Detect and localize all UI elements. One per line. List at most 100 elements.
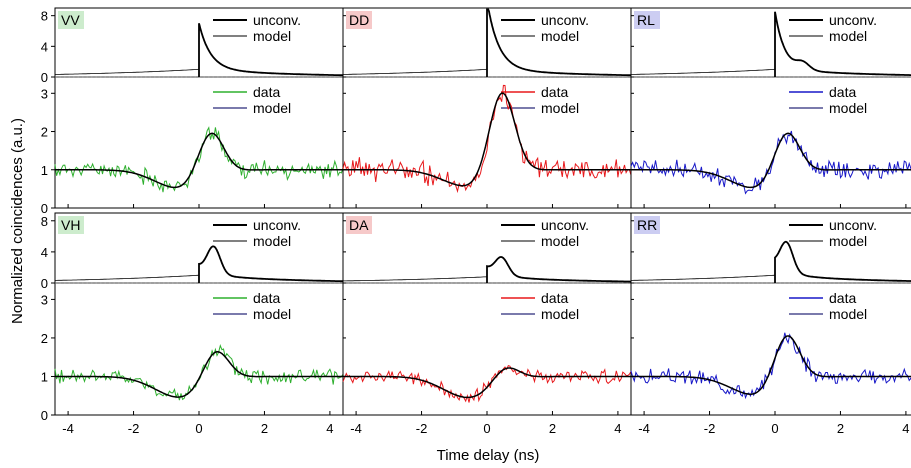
panel-label: DD [349,12,369,28]
x-tick-label: -4 [350,421,362,436]
x-tick-label: 4 [326,421,333,436]
y-tick-label: 1 [41,369,48,384]
unconv-baseline [631,68,776,75]
panel-badge [58,11,84,29]
data-curve [342,364,632,403]
panel-label: RR [637,217,657,233]
legend-unconv-label: unconv. [829,12,877,28]
legend-model-label: model [541,233,579,249]
legend-data-label: data [829,84,856,100]
legend-model-label: model [253,100,291,116]
x-tick-label: -4 [62,421,74,436]
panel-badge [346,216,372,234]
panel-label: RL [637,12,655,28]
panel-badge [58,216,84,234]
unconv-curve [198,245,343,283]
y-tick-label: 2 [41,125,48,140]
legend-model-label: model [829,100,867,116]
panel-badge [634,216,660,234]
y-tick-label: 3 [41,292,48,307]
y-tick-label: 8 [41,9,48,24]
legend-data-label: data [541,84,568,100]
x-tick-label: 2 [261,421,268,436]
y-tick-label: 2 [41,331,48,346]
legend-data-label: data [253,84,280,100]
x-tick-label: 4 [614,421,621,436]
y-tick-label: 0 [41,201,48,216]
unconv-curve [774,240,911,283]
legend-model-label: model [541,28,579,44]
legend-model-label: model [829,28,867,44]
x-tick-label: 2 [837,421,844,436]
panel-badge [346,11,372,29]
legend-model-label: model [829,306,867,322]
legend-model-label: model [541,306,579,322]
model-curve [343,367,631,399]
unconv-curve [774,11,911,77]
unconv-baseline [55,274,200,281]
legend-unconv-label: unconv. [253,12,301,28]
legend-unconv-label: unconv. [541,217,589,233]
panel-badge [634,11,660,29]
unconv-baseline [343,276,488,282]
y-axis-label: Normalized coincidences (a.u.) [9,118,26,324]
y-tick-label: 4 [41,245,48,260]
legend-model-label: model [253,306,291,322]
legend-model-label: model [829,233,867,249]
y-tick-label: 3 [41,86,48,101]
model-curve [55,351,343,398]
y-tick-label: 0 [41,276,48,291]
panel-frame [630,7,911,209]
unconv-curve [198,23,343,77]
x-tick-label: -4 [638,421,650,436]
unconv-baseline [55,68,200,75]
legend-unconv-label: unconv. [829,217,877,233]
x-axis-label: Time delay (ns) [437,447,540,464]
x-tick-label: 2 [549,421,556,436]
y-tick-label: 1 [41,163,48,178]
x-tick-label: -2 [128,421,140,436]
legend-model-label: model [253,28,291,44]
x-tick-label: 0 [771,421,778,436]
x-tick-label: -2 [704,421,716,436]
legend-unconv-label: unconv. [541,12,589,28]
x-tick-label: 0 [483,421,490,436]
x-tick-label: -2 [416,421,428,436]
panel-label: DA [349,217,369,233]
model-curve [631,132,911,189]
data-curve [342,84,632,194]
data-curve [54,343,344,401]
unconv-curve [486,8,631,77]
model-curve [343,92,631,187]
panel-frame [342,212,632,416]
panel-label: VV [61,12,80,28]
legend-unconv-label: unconv. [253,217,301,233]
unconv-baseline [631,274,776,281]
model-curve [55,132,343,189]
y-tick-label: 0 [41,70,48,85]
y-tick-label: 0 [41,408,48,423]
unconv-baseline [343,68,488,75]
model-curve [631,335,911,395]
data-curve [630,332,911,400]
x-tick-label: 4 [902,421,909,436]
legend-data-label: data [829,290,856,306]
x-tick-label: 0 [195,421,202,436]
y-tick-label: 4 [41,39,48,54]
legend-data-label: data [253,290,280,306]
panel-label: VH [61,217,80,233]
panel-frame [630,212,911,416]
legend-model-label: model [541,100,579,116]
legend-model-label: model [253,233,291,249]
panel-frame [54,212,344,416]
legend-data-label: data [541,290,568,306]
data-curve [54,126,344,193]
y-tick-label: 8 [41,214,48,229]
